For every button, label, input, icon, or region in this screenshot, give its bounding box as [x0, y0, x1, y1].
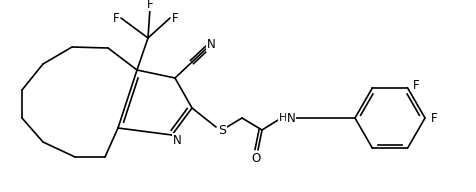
- Text: N: N: [286, 113, 295, 126]
- Text: N: N: [172, 133, 181, 146]
- Text: H: H: [278, 113, 287, 123]
- Text: F: F: [112, 12, 119, 25]
- Text: F: F: [147, 0, 153, 11]
- Text: F: F: [430, 112, 436, 124]
- Text: O: O: [251, 151, 260, 165]
- Text: F: F: [171, 12, 178, 25]
- Text: F: F: [412, 79, 419, 92]
- Text: N: N: [206, 39, 215, 51]
- Text: S: S: [218, 123, 226, 137]
